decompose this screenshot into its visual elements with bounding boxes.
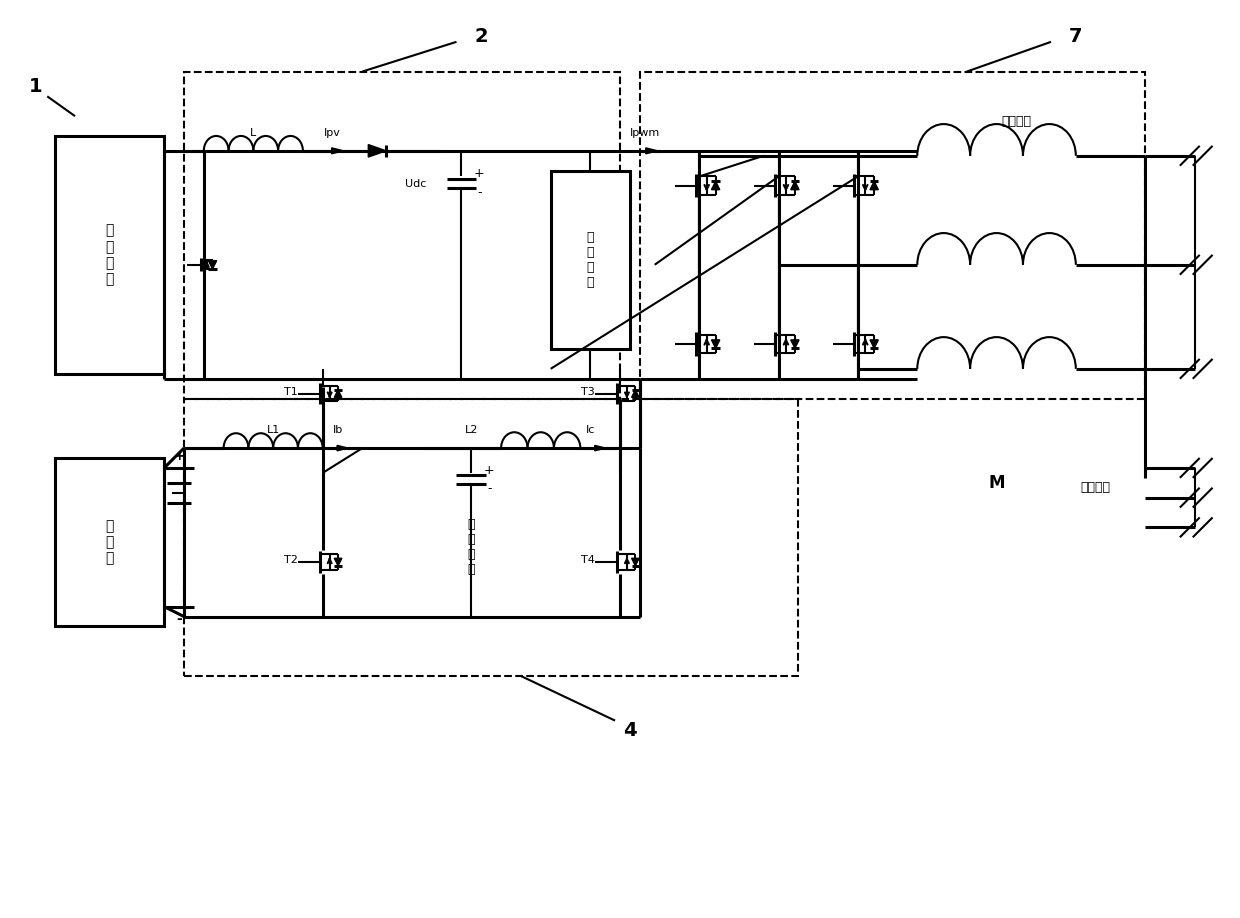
Text: +: +	[484, 465, 495, 477]
Text: Ipv: Ipv	[324, 128, 341, 138]
Polygon shape	[791, 182, 799, 190]
Polygon shape	[631, 390, 639, 397]
Text: -: -	[477, 186, 481, 199]
Text: 7: 7	[1069, 28, 1083, 47]
Polygon shape	[335, 390, 342, 397]
Polygon shape	[335, 558, 342, 565]
Bar	[640, 72, 1146, 398]
Text: Ic: Ic	[585, 425, 595, 435]
Text: L2: L2	[465, 425, 479, 435]
Text: -: -	[487, 482, 491, 495]
Text: 2: 2	[475, 28, 489, 47]
Text: 蓄
电
池: 蓄 电 池	[105, 519, 114, 565]
Bar	[184, 398, 799, 676]
Bar	[55, 458, 164, 626]
Bar	[551, 171, 630, 349]
Text: L1: L1	[267, 425, 280, 435]
Text: 交流负载: 交流负载	[1080, 481, 1111, 494]
Text: 光
伏
阵
列: 光 伏 阵 列	[105, 224, 114, 286]
Text: T1: T1	[284, 386, 298, 397]
Text: +: +	[474, 167, 485, 180]
Text: T2: T2	[284, 555, 298, 565]
Polygon shape	[331, 148, 343, 154]
Bar	[184, 72, 620, 398]
Text: Udc: Udc	[405, 178, 427, 188]
Text: 4: 4	[622, 721, 636, 740]
Bar	[55, 136, 164, 374]
Polygon shape	[870, 182, 878, 190]
Text: +: +	[174, 449, 185, 463]
Polygon shape	[791, 340, 799, 348]
Polygon shape	[208, 261, 217, 269]
Polygon shape	[337, 445, 348, 451]
Text: 1: 1	[29, 77, 42, 95]
Polygon shape	[631, 558, 639, 565]
Polygon shape	[646, 148, 657, 154]
Text: Ipwm: Ipwm	[630, 128, 660, 138]
Text: M: M	[988, 474, 1004, 492]
Polygon shape	[712, 340, 719, 348]
Text: -: -	[176, 611, 182, 625]
Text: L: L	[250, 128, 257, 138]
Text: Ib: Ib	[332, 425, 342, 435]
Text: T3: T3	[582, 386, 595, 397]
Polygon shape	[712, 182, 719, 190]
Polygon shape	[368, 144, 386, 157]
Text: T4: T4	[582, 555, 595, 565]
Polygon shape	[870, 340, 878, 348]
Text: 滤波电感: 滤波电感	[1002, 115, 1032, 128]
Polygon shape	[595, 445, 605, 451]
Text: 直
流
负
载: 直 流 负 载	[587, 230, 594, 289]
Text: 超
级
电
容: 超 级 电 容	[467, 518, 475, 577]
